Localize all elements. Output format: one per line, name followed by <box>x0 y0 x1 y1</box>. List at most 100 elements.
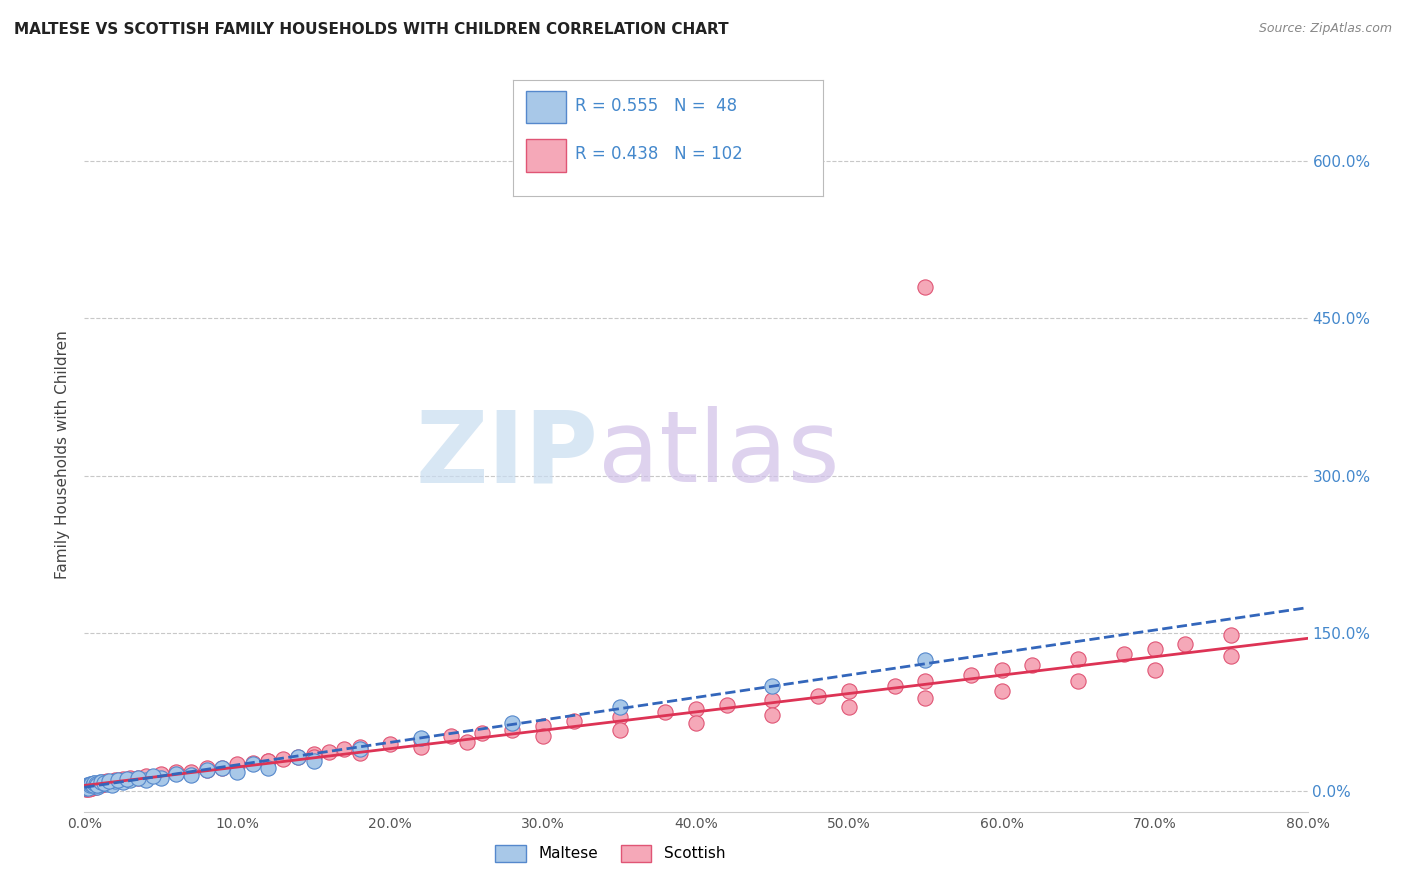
Maltese <box>914 652 936 666</box>
Text: ZIP: ZIP <box>415 407 598 503</box>
Scottish <box>77 781 100 796</box>
Scottish <box>91 776 114 790</box>
Scottish <box>79 780 101 794</box>
Scottish <box>107 773 129 788</box>
Scottish <box>135 769 157 783</box>
Scottish <box>838 684 860 698</box>
Scottish <box>195 761 218 775</box>
Scottish <box>685 715 707 730</box>
Scottish <box>761 693 783 707</box>
Scottish <box>1220 628 1243 642</box>
Maltese <box>120 773 142 788</box>
Scottish <box>94 776 117 790</box>
Maltese <box>77 780 100 795</box>
Legend: Maltese, Scottish: Maltese, Scottish <box>489 838 731 868</box>
Maltese <box>195 763 218 777</box>
Maltese <box>84 777 107 791</box>
Scottish <box>83 780 105 794</box>
Scottish <box>1067 673 1090 688</box>
Scottish <box>79 780 101 794</box>
Scottish <box>960 668 983 682</box>
Scottish <box>86 777 108 791</box>
Scottish <box>77 780 100 794</box>
Maltese <box>77 780 100 794</box>
Scottish <box>838 699 860 714</box>
Scottish <box>120 771 142 785</box>
Scottish <box>471 726 494 740</box>
Scottish <box>1067 651 1090 665</box>
Scottish <box>531 729 554 743</box>
Maltese <box>149 771 172 785</box>
Maltese <box>80 779 103 793</box>
Scottish <box>89 777 111 791</box>
Maltese <box>257 761 280 775</box>
Maltese <box>101 779 124 793</box>
Text: MALTESE VS SCOTTISH FAMILY HOUSEHOLDS WITH CHILDREN CORRELATION CHART: MALTESE VS SCOTTISH FAMILY HOUSEHOLDS WI… <box>14 22 728 37</box>
Scottish <box>135 770 157 784</box>
Scottish <box>226 757 249 772</box>
Maltese <box>761 679 783 693</box>
Scottish <box>127 771 149 785</box>
Scottish <box>226 758 249 772</box>
Scottish <box>195 763 218 777</box>
Scottish <box>440 729 463 743</box>
Maltese <box>135 773 157 788</box>
Scottish <box>89 776 111 790</box>
Scottish <box>76 780 98 795</box>
Maltese <box>90 775 112 789</box>
Scottish <box>1143 663 1166 677</box>
Scottish <box>104 773 127 788</box>
Maltese <box>96 777 118 791</box>
Scottish <box>77 780 100 795</box>
Scottish <box>96 775 118 789</box>
Maltese <box>111 775 134 789</box>
Maltese <box>242 757 264 772</box>
Scottish <box>211 761 233 775</box>
Scottish <box>1114 648 1136 662</box>
Scottish <box>80 779 103 793</box>
Maltese <box>83 776 105 790</box>
Scottish <box>75 781 97 796</box>
Scottish <box>76 781 98 796</box>
Maltese <box>79 777 101 791</box>
Scottish <box>991 684 1014 698</box>
Scottish <box>180 764 202 779</box>
Scottish <box>83 779 105 793</box>
Scottish <box>97 776 120 790</box>
Scottish <box>409 739 432 754</box>
Maltese <box>226 764 249 779</box>
Scottish <box>914 691 936 706</box>
Scottish <box>914 280 936 294</box>
FancyBboxPatch shape <box>526 91 565 123</box>
Maltese <box>107 773 129 788</box>
Scottish <box>349 739 371 754</box>
Scottish <box>93 777 115 791</box>
Text: Source: ZipAtlas.com: Source: ZipAtlas.com <box>1258 22 1392 36</box>
Scottish <box>165 765 187 780</box>
Maltese <box>211 761 233 775</box>
Scottish <box>271 752 294 766</box>
Scottish <box>165 764 187 779</box>
Maltese <box>76 780 98 794</box>
Scottish <box>349 746 371 760</box>
Scottish <box>287 750 309 764</box>
Scottish <box>318 745 340 759</box>
Scottish <box>82 780 104 794</box>
Scottish <box>242 756 264 771</box>
Scottish <box>502 723 524 737</box>
Scottish <box>79 780 101 795</box>
Maltese <box>80 777 103 791</box>
Maltese <box>502 715 524 730</box>
Scottish <box>807 690 830 704</box>
Maltese <box>86 779 108 793</box>
Scottish <box>257 755 280 769</box>
Scottish <box>302 750 325 764</box>
Scottish <box>83 779 105 793</box>
Scottish <box>101 775 124 789</box>
Scottish <box>96 774 118 789</box>
Scottish <box>86 779 108 793</box>
Maltese <box>89 775 111 789</box>
Maltese <box>83 776 105 790</box>
Maltese <box>86 780 108 794</box>
Scottish <box>84 780 107 794</box>
